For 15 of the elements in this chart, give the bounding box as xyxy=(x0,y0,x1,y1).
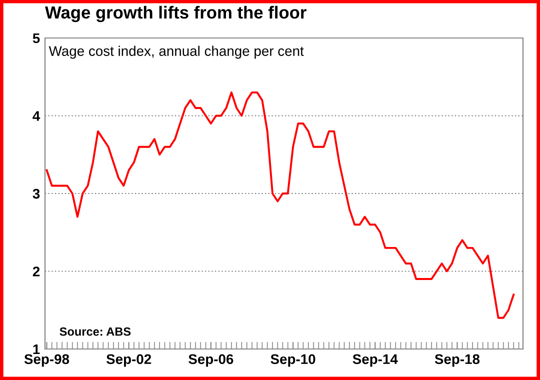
y-tick-label: 3 xyxy=(32,188,40,199)
x-tick-label: Sep-14 xyxy=(352,354,398,367)
text: Wage cost index, annual change per cent xyxy=(48,46,304,59)
x-tick-label: Sep-06 xyxy=(188,354,234,367)
x-tick-label: Sep-18 xyxy=(434,354,480,367)
x-tick-label: Sep-10 xyxy=(270,354,316,367)
y-tick-label: 5 xyxy=(32,33,40,44)
y-tick-label: 4 xyxy=(32,111,40,121)
chart-title: Wage growth lifts from the floor xyxy=(45,6,306,22)
annotation: Source: ABS xyxy=(60,327,131,336)
y-tick-label: 1 xyxy=(33,344,40,354)
x-tick-label: Sep-02 xyxy=(106,354,152,367)
y-tick-label: 2 xyxy=(32,266,40,276)
x-tick-label: Sep-98 xyxy=(24,354,70,367)
line-series xyxy=(46,91,515,319)
